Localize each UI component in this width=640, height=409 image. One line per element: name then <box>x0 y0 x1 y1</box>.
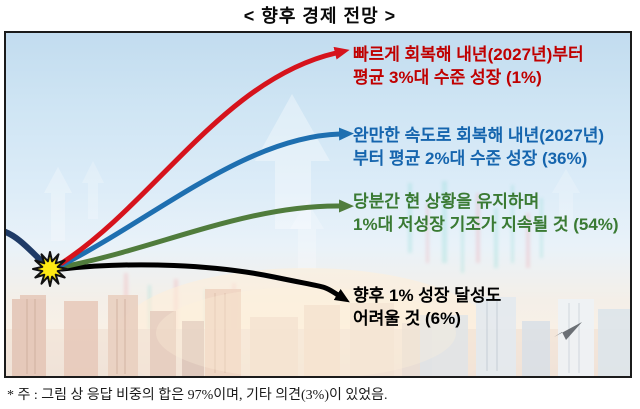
starburst-icon <box>32 251 68 287</box>
curve-rapid-recovery <box>59 46 350 266</box>
label-below-one-percent: 향후 1% 성장 달성도 어려울 것 (6%) <box>353 284 501 330</box>
up-arrow-watermark-left-small <box>82 161 104 219</box>
label-moderate-recovery: 완만한 속도로 회복해 내년(2027년) 부터 평균 2%대 수준 성장 (3… <box>353 124 604 170</box>
footnote: * 주 : 그림 상 응답 비중의 합은 97%이며, 기타 의견(3%)이 있… <box>7 388 388 403</box>
label-line: 당분간 현 상황을 유지하며 <box>353 192 540 211</box>
label-line: 부터 평균 2%대 수준 성장 (36%) <box>353 149 588 168</box>
up-arrow-watermarks <box>44 94 580 269</box>
paper-plane-icon <box>554 322 582 340</box>
label-line: 빠르게 회복해 내년(2027년)부터 <box>353 45 584 64</box>
label-rapid-recovery: 빠르게 회복해 내년(2027년)부터 평균 3%대 수준 성장 (1%) <box>353 43 584 89</box>
label-line: 평균 3%대 수준 성장 (1%) <box>353 68 542 87</box>
curve-status-quo-low-growth <box>59 199 354 270</box>
city-skyline <box>6 268 630 376</box>
up-arrow-watermark-right <box>552 169 580 229</box>
label-status-quo-low-growth: 당분간 현 상황을 유지하며 1%대 저성장 기조가 지속될 것 (54%) <box>353 190 619 236</box>
curve-below-one-percent <box>59 262 350 303</box>
forecast-panel: 빠르게 회복해 내년(2027년)부터 평균 3%대 수준 성장 (1%) 완만… <box>4 31 632 378</box>
label-line: 향후 1% 성장 달성도 <box>353 286 502 305</box>
up-arrow-watermark-mid <box>290 201 324 269</box>
up-arrow-watermark-large <box>255 94 330 229</box>
label-line: 1%대 저성장 기조가 지속될 것 (54%) <box>353 215 619 234</box>
label-line: 완만한 속도로 회복해 내년(2027년) <box>353 126 604 145</box>
scene-graphic <box>6 46 630 376</box>
figure-title: < 향후 경제 전망 > <box>243 6 397 26</box>
curve-moderate-recovery <box>59 127 354 268</box>
up-arrow-watermark-left <box>44 167 72 241</box>
label-line: 어려울 것 (6%) <box>353 309 461 328</box>
